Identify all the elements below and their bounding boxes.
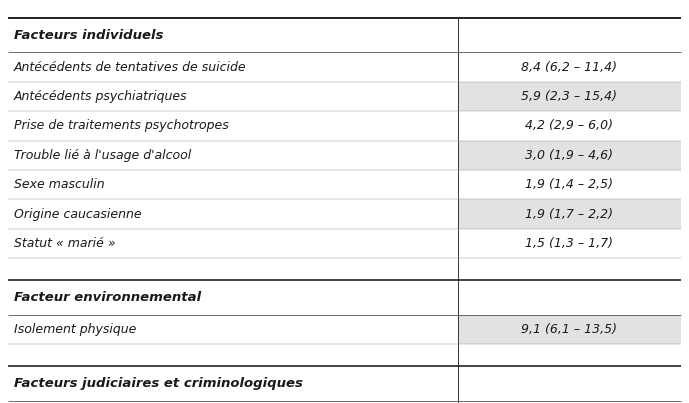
Text: 5,9 (2,3 – 15,4): 5,9 (2,3 – 15,4): [522, 90, 617, 103]
Text: 1,5 (1,3 – 1,7): 1,5 (1,3 – 1,7): [526, 237, 613, 250]
Text: Statut « marié »: Statut « marié »: [14, 237, 115, 250]
Bar: [458, 141, 681, 170]
Text: Facteurs individuels: Facteurs individuels: [14, 29, 163, 42]
Text: Antécédents psychiatriques: Antécédents psychiatriques: [14, 90, 187, 103]
Bar: [458, 199, 681, 229]
Text: Origine caucasienne: Origine caucasienne: [14, 208, 141, 221]
Text: 1,9 (1,7 – 2,2): 1,9 (1,7 – 2,2): [526, 208, 613, 221]
Text: Antécédents de tentatives de suicide: Antécédents de tentatives de suicide: [14, 60, 247, 74]
Text: 4,2 (2,9 – 6,0): 4,2 (2,9 – 6,0): [526, 119, 613, 133]
Text: 3,0 (1,9 – 4,6): 3,0 (1,9 – 4,6): [526, 149, 613, 162]
Text: Isolement physique: Isolement physique: [14, 323, 136, 336]
Text: Sexe masculin: Sexe masculin: [14, 178, 105, 191]
Text: 9,1 (6,1 – 13,5): 9,1 (6,1 – 13,5): [522, 323, 617, 336]
Bar: [458, 315, 681, 344]
Text: 1,9 (1,4 – 2,5): 1,9 (1,4 – 2,5): [526, 178, 613, 191]
Text: 8,4 (6,2 – 11,4): 8,4 (6,2 – 11,4): [522, 60, 617, 74]
Text: Trouble lié à l'usage d'alcool: Trouble lié à l'usage d'alcool: [14, 149, 191, 162]
Text: Facteurs judiciaires et criminologiques: Facteurs judiciaires et criminologiques: [14, 377, 302, 390]
Text: Facteur environnemental: Facteur environnemental: [14, 291, 201, 304]
Bar: [458, 82, 681, 111]
Text: Prise de traitements psychotropes: Prise de traitements psychotropes: [14, 119, 229, 133]
